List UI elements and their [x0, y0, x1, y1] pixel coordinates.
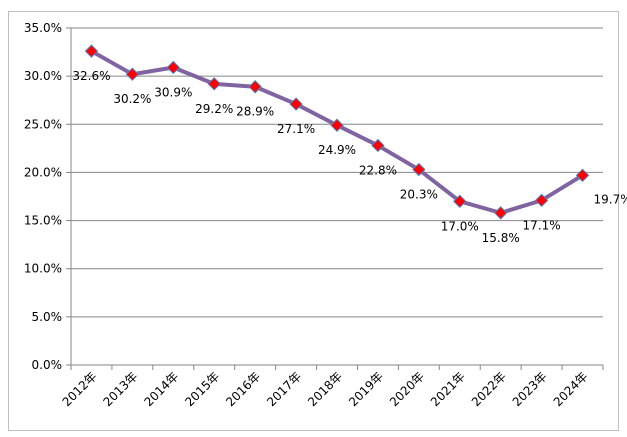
data-label: 20.3% — [400, 188, 438, 202]
y-tick-label: 30.0% — [24, 69, 62, 83]
data-point-marker — [412, 162, 426, 177]
x-tick-label: 2024年 — [551, 369, 591, 409]
data-point-marker — [207, 77, 221, 91]
data-point-marker — [493, 206, 508, 220]
data-label: 22.8% — [359, 163, 397, 177]
x-tick-label: 2022年 — [469, 369, 509, 409]
chart-frame — [8, 11, 619, 431]
x-tick-label: 2019年 — [346, 369, 386, 409]
x-tick-label: 2013年 — [101, 369, 141, 409]
x-tick-label: 2015年 — [182, 369, 222, 409]
series-line — [90, 49, 584, 215]
y-tick-label: 10.0% — [24, 262, 62, 276]
data-point-marker — [84, 44, 99, 58]
data-label: 30.9% — [154, 85, 192, 99]
x-tick-label: 2012年 — [60, 369, 100, 409]
x-tick-label: 2018年 — [305, 369, 345, 409]
data-label: 17.1% — [523, 218, 561, 232]
data-point-marker — [575, 168, 590, 183]
y-tick-label: 0.0% — [32, 358, 63, 372]
x-tick-label: 2020年 — [387, 369, 427, 409]
data-label: 17.0% — [441, 219, 479, 233]
y-tick-label: 5.0% — [32, 310, 63, 324]
y-tick-label: 25.0% — [24, 117, 62, 131]
data-point-marker — [125, 67, 140, 81]
data-label: 32.6% — [72, 69, 110, 83]
x-tick-label: 2014年 — [141, 369, 181, 409]
data-label: 29.2% — [195, 102, 233, 116]
data-point-marker — [248, 80, 262, 94]
x-tick-label: 2021年 — [428, 369, 468, 409]
y-tick-label: 20.0% — [24, 165, 62, 179]
x-tick-label: 2017年 — [264, 369, 304, 409]
data-label: 27.1% — [277, 122, 315, 136]
x-tick-label: 2023年 — [510, 369, 550, 409]
data-point-marker — [534, 193, 549, 208]
y-tick-label: 35.0% — [24, 21, 62, 35]
data-point-marker — [289, 97, 303, 111]
data-point-marker — [453, 194, 467, 209]
data-label: 28.9% — [236, 105, 274, 119]
data-label: 15.8% — [482, 231, 520, 245]
data-point-marker — [371, 138, 385, 153]
data-point-marker — [166, 60, 181, 75]
x-tick-label: 2016年 — [223, 369, 263, 409]
data-point-marker — [330, 118, 344, 132]
data-label: 24.9% — [318, 143, 356, 157]
data-label: 19.7% — [594, 192, 627, 206]
y-tick-label: 15.0% — [24, 214, 62, 228]
data-label: 30.2% — [113, 92, 151, 106]
